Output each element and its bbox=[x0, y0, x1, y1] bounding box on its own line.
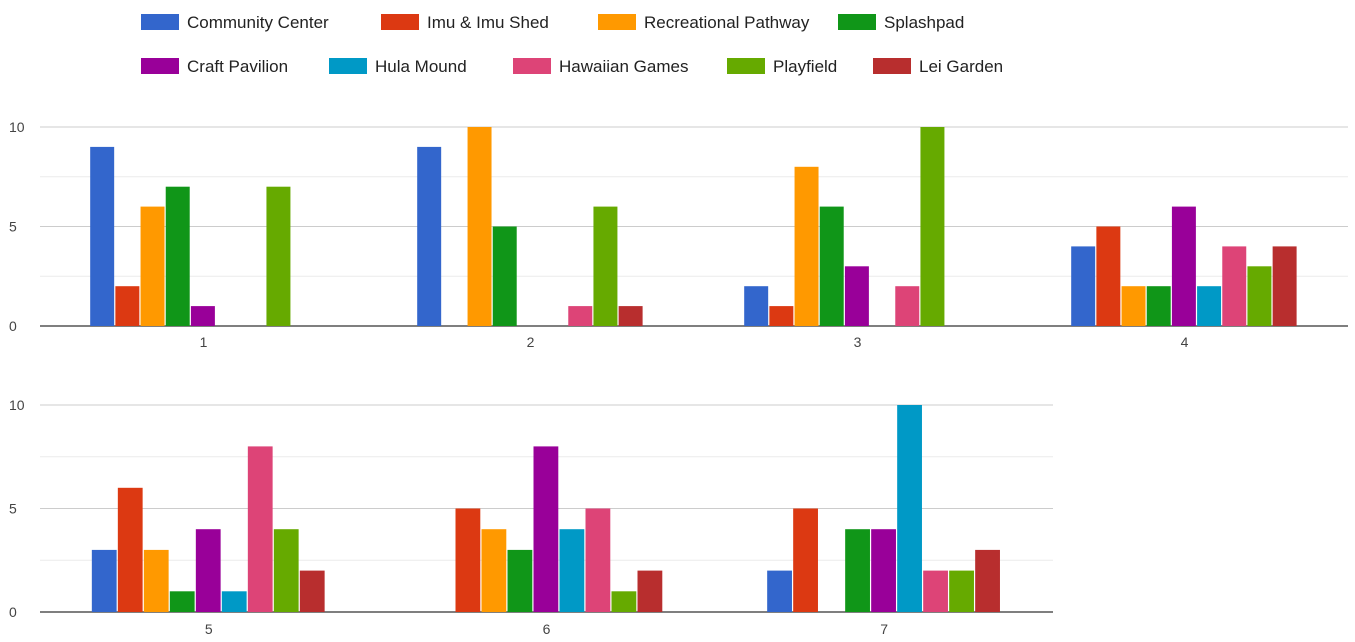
legend-swatch-4 bbox=[141, 58, 179, 74]
legend-label-6: Hawaiian Games bbox=[559, 57, 688, 76]
bar-4-5 bbox=[1197, 286, 1222, 326]
bar-4-7 bbox=[1247, 266, 1272, 326]
y-tick-label-1-10: 10 bbox=[9, 397, 25, 413]
bar-1-0 bbox=[90, 146, 115, 326]
bar-4-1 bbox=[1096, 226, 1121, 326]
legend-label-0: Community Center bbox=[187, 13, 329, 32]
legend-swatch-1 bbox=[381, 14, 419, 30]
bar-3-1 bbox=[769, 306, 794, 326]
legend-label-7: Playfield bbox=[773, 57, 837, 76]
bar-2-3 bbox=[492, 226, 517, 326]
bar-6-7 bbox=[611, 591, 637, 612]
bar-6-5 bbox=[559, 529, 585, 612]
x-tick-label-3: 3 bbox=[854, 334, 862, 350]
bar-4-0 bbox=[1071, 246, 1096, 326]
bar-3-2 bbox=[794, 166, 819, 326]
bar-6-8 bbox=[637, 570, 663, 612]
bar-1-7 bbox=[266, 186, 291, 326]
bar-5-8 bbox=[299, 570, 325, 612]
y-tick-label-0-0: 0 bbox=[9, 318, 17, 334]
bar-4-3 bbox=[1146, 286, 1171, 326]
bar-2-6 bbox=[568, 306, 593, 326]
bar-1-3 bbox=[165, 186, 190, 326]
bar-2-7 bbox=[593, 206, 618, 326]
x-tick-label-4: 4 bbox=[1181, 334, 1189, 350]
bar-7-7 bbox=[949, 570, 974, 612]
legend-swatch-7 bbox=[727, 58, 765, 74]
legend-swatch-3 bbox=[838, 14, 876, 30]
bar-7-1 bbox=[793, 508, 818, 612]
x-tick-label-6: 6 bbox=[543, 621, 551, 637]
legend-label-5: Hula Mound bbox=[375, 57, 467, 76]
legend-swatch-8 bbox=[873, 58, 911, 74]
bar-2-2 bbox=[467, 127, 492, 326]
bar-5-6 bbox=[247, 446, 273, 612]
y-tick-label-0-5: 5 bbox=[9, 219, 17, 235]
bar-5-2 bbox=[143, 549, 169, 612]
bar-3-0 bbox=[744, 286, 769, 326]
bar-5-0 bbox=[91, 549, 117, 612]
x-tick-label-7: 7 bbox=[880, 621, 888, 637]
bar-1-1 bbox=[115, 286, 140, 326]
bar-4-6 bbox=[1222, 246, 1247, 326]
legend-label-3: Splashpad bbox=[884, 13, 964, 32]
legend-label-8: Lei Garden bbox=[919, 57, 1003, 76]
bar-5-7 bbox=[273, 529, 299, 612]
bar-2-8 bbox=[618, 306, 643, 326]
bar-3-7 bbox=[920, 127, 945, 326]
legend-label-1: Imu & Imu Shed bbox=[427, 13, 549, 32]
bar-5-3 bbox=[169, 591, 195, 612]
y-tick-label-1-5: 5 bbox=[9, 501, 17, 517]
bar-4-8 bbox=[1272, 246, 1297, 326]
bar-5-1 bbox=[117, 487, 143, 612]
bar-3-3 bbox=[819, 206, 844, 326]
bar-7-4 bbox=[871, 529, 896, 612]
legend-swatch-2 bbox=[598, 14, 636, 30]
legend-label-2: Recreational Pathway bbox=[644, 13, 810, 32]
bar-7-8 bbox=[975, 549, 1000, 612]
bar-6-6 bbox=[585, 508, 611, 612]
bar-5-5 bbox=[221, 591, 247, 612]
y-tick-label-1-0: 0 bbox=[9, 604, 17, 620]
bar-3-6 bbox=[895, 286, 920, 326]
legend-swatch-6 bbox=[513, 58, 551, 74]
x-tick-label-5: 5 bbox=[205, 621, 213, 637]
legend-swatch-5 bbox=[329, 58, 367, 74]
y-tick-label-0-10: 10 bbox=[9, 119, 25, 135]
x-tick-label-1: 1 bbox=[200, 334, 208, 350]
bar-1-4 bbox=[190, 306, 215, 326]
x-tick-label-2: 2 bbox=[527, 334, 535, 350]
bar-2-0 bbox=[417, 146, 442, 326]
bar-6-4 bbox=[533, 446, 559, 612]
bar-6-2 bbox=[481, 529, 507, 612]
bar-7-3 bbox=[845, 529, 870, 612]
bar-3-4 bbox=[844, 266, 869, 326]
bar-1-2 bbox=[140, 206, 165, 326]
bar-4-4 bbox=[1171, 206, 1196, 326]
bar-7-5 bbox=[897, 405, 922, 612]
bar-7-6 bbox=[923, 570, 948, 612]
legend-swatch-0 bbox=[141, 14, 179, 30]
bar-4-2 bbox=[1121, 286, 1146, 326]
bar-7-0 bbox=[767, 570, 792, 612]
legend-label-4: Craft Pavilion bbox=[187, 57, 288, 76]
bar-5-4 bbox=[195, 529, 221, 612]
bar-6-3 bbox=[507, 549, 533, 612]
bar-6-1 bbox=[455, 508, 481, 612]
